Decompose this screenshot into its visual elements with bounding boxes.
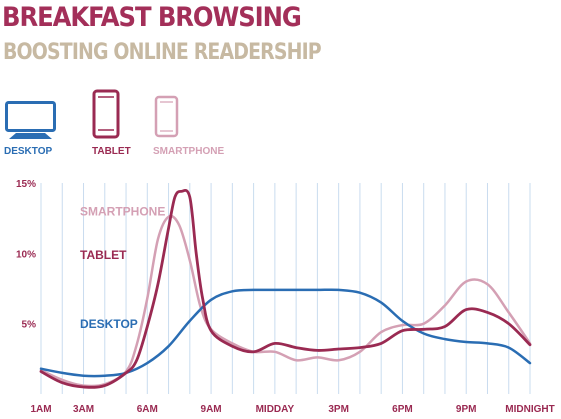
x-tick-label: 3PM [328,404,349,415]
x-tick-label: 3AM [73,404,94,415]
y-tick-label: 5% [22,320,37,331]
axis-ticks: 1AM 3AM 6AM 9AM MIDDAY 3PM 6PM 9PM MIDNIGHT 5% 10%… [16,179,555,415]
y-tick-label: 10% [16,249,36,260]
x-tick-label: 6PM [392,404,413,415]
x-tick-label: 6AM [137,404,158,415]
x-tick-label: 9AM [201,404,222,415]
x-tick-label: 9PM [456,404,477,415]
legend-label-tablet: TABLET [92,146,131,157]
series-line-smartphone [39,214,532,388]
legend-label-desktop: DESKTOP [4,146,52,157]
legend-label-smartphone: SMARTPHONE [153,146,224,157]
x-tick-label: 1AM [30,404,51,415]
x-tick-label: MIDDAY [256,404,295,415]
series-labels: DESKTOP TABLET SMARTPHONE [80,204,165,331]
x-tick-label: MIDNIGHT [505,404,554,415]
series-label-tablet: TABLET [80,248,127,262]
y-tick-label: 15% [16,179,36,190]
desktop-monitor-icon [5,101,56,139]
series-line-tablet [39,188,532,389]
chart-subtitle: BOOSTING ONLINE READERSHIP [3,40,322,65]
series-line-desktop [39,288,532,378]
series-label-desktop: DESKTOP [80,317,138,331]
chart-title: BREAKFAST BROWSING [2,2,302,33]
tablet-icon [92,89,120,139]
smartphone-icon [154,95,179,138]
chart-series [39,188,532,389]
series-label-smartphone: SMARTPHONE [80,204,165,218]
